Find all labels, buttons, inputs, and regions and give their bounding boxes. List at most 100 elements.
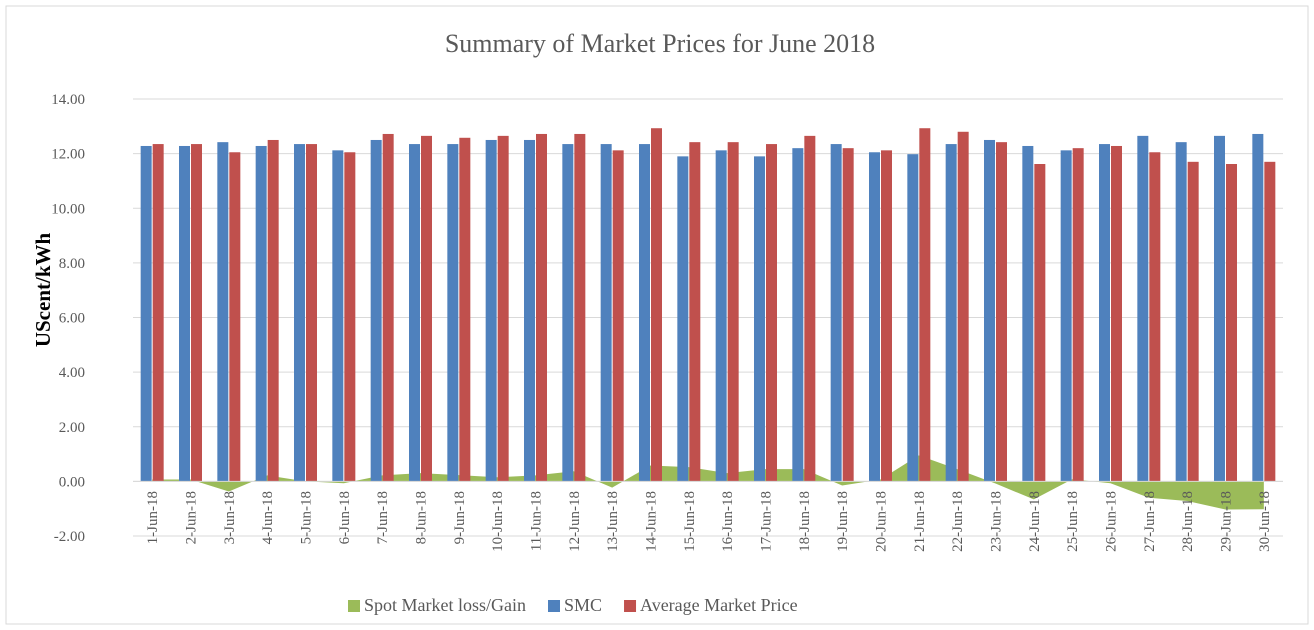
bar: [1264, 161, 1276, 482]
x-tick-label: 13-Jun-18: [605, 491, 621, 552]
bar: [536, 133, 547, 482]
bar: [574, 133, 586, 482]
x-tick-label: 4-Jun-18: [260, 491, 276, 544]
bar: [842, 148, 854, 482]
bar: [1060, 150, 1072, 482]
x-tick-label: 10-Jun-18: [490, 491, 506, 552]
bar: [677, 156, 689, 482]
x-tick-label: 12-Jun-18: [567, 491, 583, 552]
x-tick-label: 6-Jun-18: [337, 491, 353, 544]
legend-swatch: [548, 600, 560, 612]
bar: [766, 144, 777, 482]
bar: [907, 154, 919, 482]
x-tick-label: 14-Jun-18: [644, 491, 660, 552]
chart-title: Summary of Market Prices for June 2018: [445, 29, 875, 58]
bar: [1022, 145, 1034, 482]
bar: [1175, 142, 1187, 482]
bar: [600, 144, 612, 482]
bar: [1099, 144, 1110, 482]
bar: [727, 142, 739, 482]
bar: [830, 144, 842, 482]
bar: [447, 144, 459, 482]
bar: [1252, 133, 1264, 482]
bar: [1187, 161, 1199, 482]
x-tick-label: 17-Jun-18: [759, 491, 775, 552]
y-axis-title: UScent/kWh: [31, 233, 55, 348]
bar: [332, 150, 344, 482]
legend: Spot Market loss/Gain SMC Average Market P…: [348, 595, 798, 615]
bar: [267, 139, 279, 482]
bar: [344, 152, 356, 482]
bar: [179, 145, 190, 482]
x-tick-label: 25-Jun-18: [1065, 491, 1081, 552]
y-tick-label: 4.00: [59, 365, 85, 381]
bar: [421, 135, 432, 482]
area: [152, 455, 1264, 510]
bar: [229, 152, 241, 482]
bar: [370, 139, 382, 482]
x-tick-label: 18-Jun-18: [797, 491, 813, 552]
legend-label: Spot Market loss/Gain: [364, 595, 526, 615]
bar: [1072, 148, 1084, 482]
bar: [612, 150, 624, 482]
bar: [485, 139, 497, 482]
bar: [1214, 135, 1225, 482]
y-tick-label: -2.00: [54, 529, 85, 545]
y-tick-label: 8.00: [59, 256, 85, 272]
x-tick-label: 28-Jun-18: [1180, 491, 1196, 552]
y-tick-label: 0.00: [59, 474, 85, 490]
x-tick-label: 7-Jun-18: [375, 491, 391, 544]
x-tick-label: 30-Jun-18: [1257, 491, 1273, 552]
y-tick-label: 10.00: [51, 201, 85, 217]
bar: [869, 152, 880, 482]
bar: [1111, 145, 1122, 482]
legend-label: SMC: [564, 595, 602, 615]
x-tick-label: 21-Jun-18: [912, 491, 928, 552]
bar: [294, 144, 305, 482]
bar: [1137, 135, 1149, 482]
x-tick-label: 15-Jun-18: [682, 491, 698, 552]
x-tick-label: 24-Jun-18: [1027, 491, 1043, 552]
y-tick-label: 2.00: [59, 420, 85, 436]
bar: [945, 144, 957, 482]
legend-label: Average Market Price: [640, 595, 798, 615]
bar: [497, 135, 509, 482]
bar: [1149, 152, 1161, 482]
bar: [792, 148, 804, 482]
bar: [140, 145, 152, 482]
bar: [957, 131, 969, 482]
y-tick-label: 14.00: [51, 92, 85, 108]
bar: [191, 144, 202, 482]
bar: [459, 137, 471, 482]
bar: [754, 156, 765, 482]
bar: [996, 142, 1007, 482]
bar: [562, 144, 574, 482]
bar: [306, 144, 317, 482]
bar: [984, 139, 995, 482]
bar: [651, 128, 662, 482]
x-tick-label: 23-Jun-18: [989, 491, 1005, 552]
x-tick-label: 26-Jun-18: [1104, 491, 1120, 552]
x-tick-label: 5-Jun-18: [299, 491, 315, 544]
x-tick-label: 27-Jun-18: [1142, 491, 1158, 552]
x-tick-label: 2-Jun-18: [184, 491, 200, 544]
x-tick-label: 22-Jun-18: [950, 491, 966, 552]
bar: [881, 150, 892, 482]
x-tick-label: 29-Jun-18: [1219, 491, 1235, 552]
x-tick-label: 1-Jun-18: [145, 491, 161, 544]
bar: [715, 150, 727, 482]
bar: [804, 135, 816, 482]
bar: [689, 142, 701, 482]
bar: [217, 142, 229, 482]
bar: [152, 144, 164, 482]
x-tick-label: 20-Jun-18: [874, 491, 890, 552]
x-tick-label: 19-Jun-18: [835, 491, 851, 552]
legend-swatch: [624, 600, 637, 612]
bar: [524, 139, 535, 482]
bar: [1226, 164, 1237, 482]
bar: [639, 144, 650, 482]
x-tick-label: 8-Jun-18: [414, 491, 430, 544]
x-tick-label: 11-Jun-18: [529, 491, 545, 551]
y-tick-label: 6.00: [59, 311, 85, 327]
